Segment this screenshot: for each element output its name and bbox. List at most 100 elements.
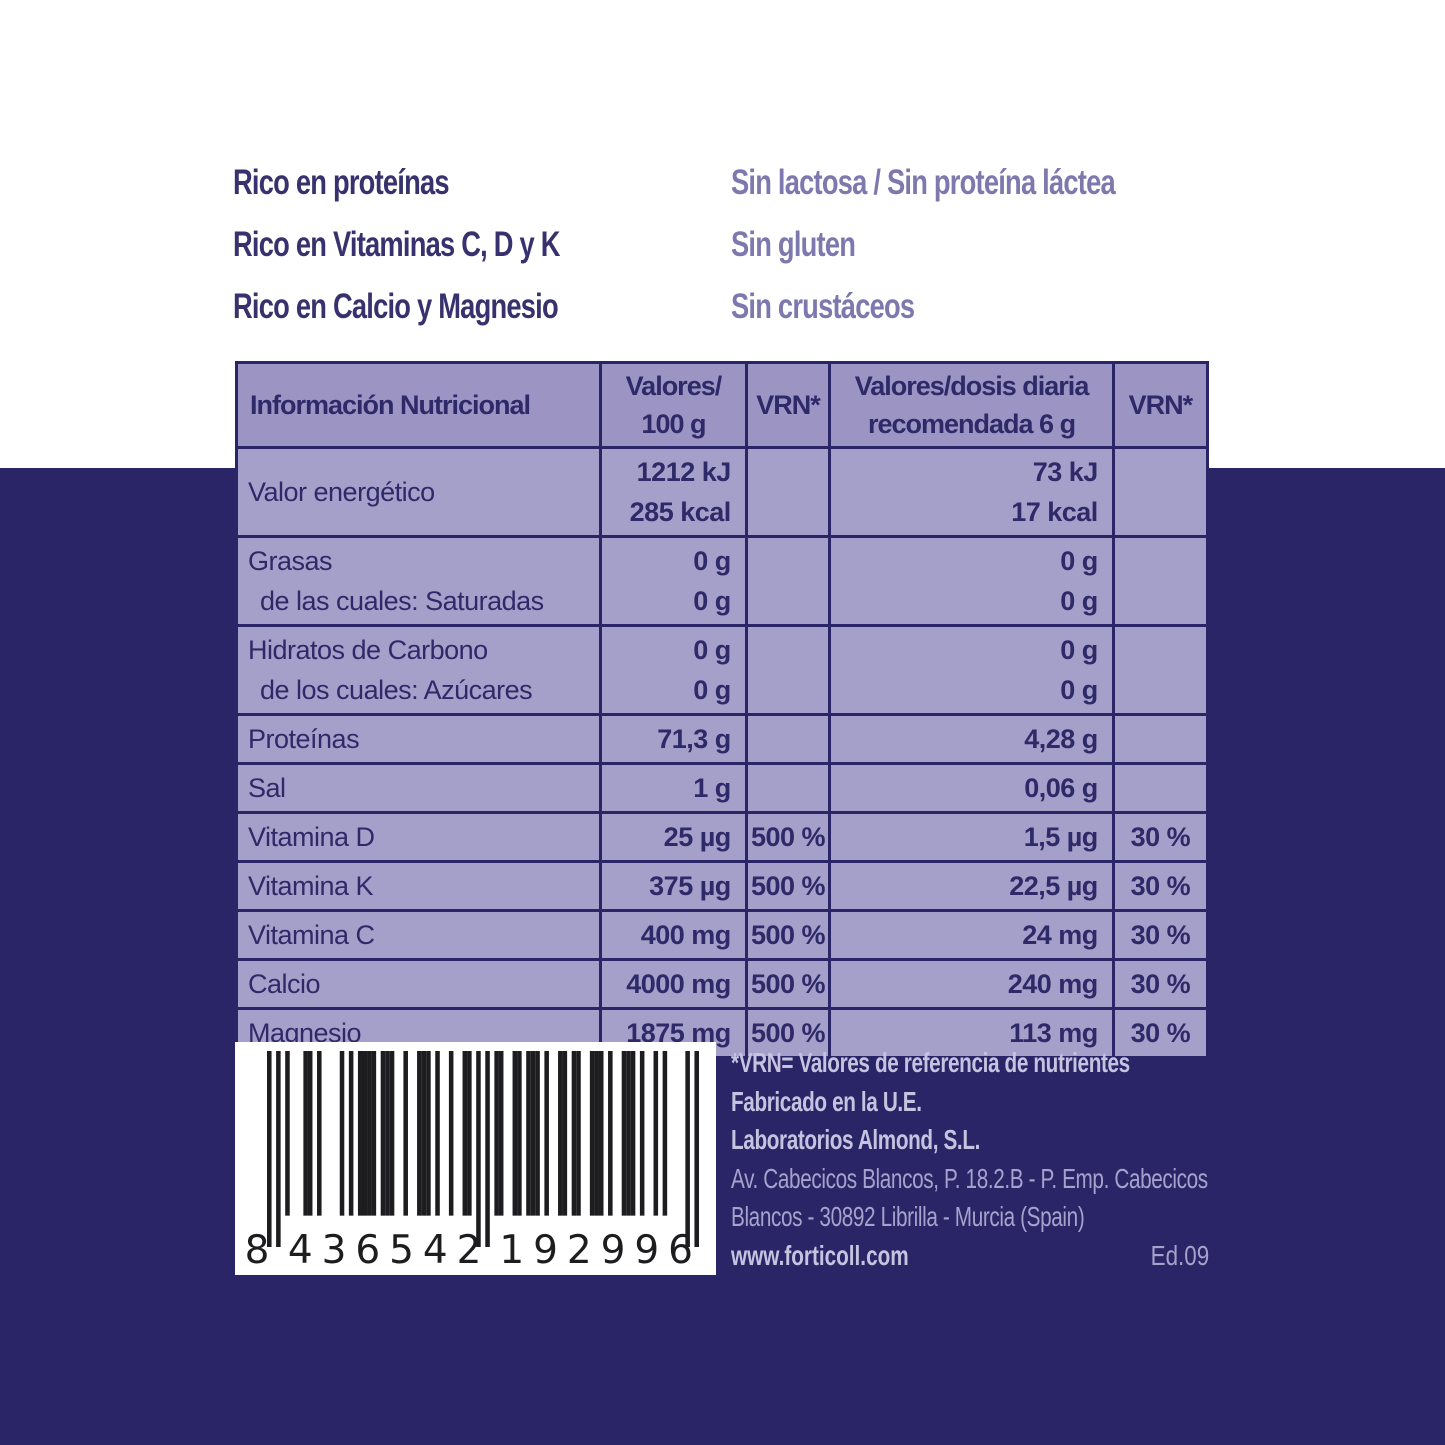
vrn-cell: 30 % <box>1111 811 1210 863</box>
value-cell: 22,5 µg <box>828 860 1115 912</box>
barcode-digit: 9 <box>634 1228 660 1273</box>
cell-line: Calcio <box>248 969 321 999</box>
header-cell-line: Información Nutricional <box>250 390 531 420</box>
vrn-footnote: *VRN= Valores de referencia de nutriente… <box>731 1047 1130 1078</box>
value-cell: 400 mg <box>599 909 748 961</box>
header-cell-line: recomendada 6 g <box>867 409 1076 439</box>
website-url: www.forticoll.com <box>731 1239 909 1271</box>
value-cell: 24 mg <box>828 909 1115 961</box>
value-cell: 1 g <box>599 762 748 814</box>
barcode-digit: 6 <box>355 1228 381 1273</box>
cell-line: 0 g <box>1060 546 1098 576</box>
cell-line: 0 g <box>693 635 731 665</box>
nutrition-table-body: Valor energético 1212 kJ 285 kcal 73 kJ 17 k… <box>234 446 1210 1059</box>
value-cell: 71,3 g <box>599 713 748 765</box>
cell-line: Vitamina D <box>248 822 375 852</box>
header-cell-line: VRN* <box>756 390 821 420</box>
claim-rico-vitaminas: Rico en Vitaminas C, D y K <box>233 225 560 264</box>
value-cell: 4,28 g <box>828 713 1115 765</box>
label-cell: Vitamina D <box>234 811 603 863</box>
label-cell: Proteínas <box>234 713 603 765</box>
header-cell-line: VRN* <box>1128 390 1194 420</box>
barcode-digit: 9 <box>600 1228 626 1273</box>
vrn-cell <box>1111 446 1210 538</box>
address-line-2: Blancos - 30892 Librilla - Murcia (Spain… <box>731 1201 1085 1232</box>
vrn-cell: 500 % <box>744 909 832 961</box>
cell-line: Valor energético <box>248 477 435 507</box>
vrn-cell: 500 % <box>744 811 832 863</box>
barcode-digit: 4 <box>287 1228 313 1273</box>
cell-line: 1 g <box>693 773 731 803</box>
claim-sin-crustaceos: Sin crustáceos <box>731 287 915 326</box>
value-cell: 240 mg <box>828 958 1115 1010</box>
header-cell: VRN* <box>744 361 832 449</box>
header-cell-line: Valores/dosis diaria <box>854 371 1090 401</box>
label-cell: Grasas de las cuales: Saturadas <box>234 535 603 627</box>
cell-line: 4,28 g <box>1024 724 1098 754</box>
cell-line: 0 g <box>1060 586 1098 616</box>
vrn-cell: 30 % <box>1111 1007 1210 1059</box>
table-row: Sal 1 g 0,06 g <box>234 762 1210 814</box>
value-cell: 25 µg <box>599 811 748 863</box>
value-cell: 1,5 µg <box>828 811 1115 863</box>
vrn-cell <box>1111 624 1210 716</box>
claim-sin-gluten: Sin gluten <box>731 225 856 264</box>
cell-line: Proteínas <box>248 724 360 754</box>
table-row: Hidratos de Carbono de los cuales: Azúcar… <box>234 624 1210 716</box>
website-edition-row: www.forticoll.com Ed.09 <box>731 1237 1209 1276</box>
cell-line: 24 mg <box>1022 920 1098 950</box>
vrn-cell: 30 % <box>1111 860 1210 912</box>
manufacturer-info-block: *VRN= Valores de referencia de nutriente… <box>731 1044 1209 1275</box>
cell-line: 0 g <box>693 586 731 616</box>
barcode-digit: 6 <box>668 1228 693 1273</box>
barcode-digit: 2 <box>566 1228 592 1273</box>
cell-line: 0,06 g <box>1024 773 1098 803</box>
barcode-digit-group: 8 <box>244 1228 270 1273</box>
value-cell: 375 µg <box>599 860 748 912</box>
vrn-cell <box>1111 762 1210 814</box>
vrn-cell <box>1111 535 1210 627</box>
label-cell: Sal <box>234 762 603 814</box>
vrn-cell <box>744 624 832 716</box>
cell-line: Sal <box>248 773 286 803</box>
edition-label: Ed.09 <box>1150 1239 1209 1271</box>
header-cell: VRN* <box>1111 361 1210 449</box>
cell-line: 1212 kJ <box>636 457 732 487</box>
vrn-cell <box>1111 713 1210 765</box>
label-cell: Calcio <box>234 958 603 1010</box>
vrn-cell: 30 % <box>1111 909 1210 961</box>
table-row: Vitamina D 25 µg 500 % 1,5 µg 30 % <box>234 811 1210 863</box>
cell-line: 1,5 µg <box>1023 822 1099 852</box>
ean13-barcode-icon <box>267 1051 699 1247</box>
cell-line: de los cuales: Azúcares <box>260 675 533 705</box>
claims-rico-column: Rico en proteínas Rico en Vitaminas C, D… <box>233 152 652 338</box>
vrn-cell: 500 % <box>744 958 832 1010</box>
cell-line: 0 g <box>1060 675 1098 705</box>
company-name: Laboratorios Almond, S.L. <box>731 1124 980 1155</box>
cell-line: de las cuales: Saturadas <box>260 586 544 616</box>
value-cell: 73 kJ 17 kcal <box>828 446 1115 538</box>
barcode-digit: 4 <box>422 1228 448 1273</box>
address-line-1: Av. Cabecicos Blancos, P. 18.2.B - P. Em… <box>731 1162 1208 1194</box>
claim-rico-proteinas: Rico en proteínas <box>233 163 450 202</box>
cell-line: Grasas <box>248 546 333 576</box>
cell-line: 22,5 µg <box>1009 871 1098 901</box>
table-row: Vitamina K 375 µg 500 % 22,5 µg 30 % <box>234 860 1210 912</box>
cell-line: 240 mg <box>1007 969 1099 999</box>
cell-line: 0 g <box>693 675 731 705</box>
cell-line: Vitamina C <box>248 920 375 950</box>
label-cell: Vitamina K <box>234 860 603 912</box>
header-cell: Valores/dosis diaria recomendada 6 g <box>828 361 1115 449</box>
value-cell: 0,06 g <box>828 762 1115 814</box>
header-cell: Valores/100 g <box>599 361 748 449</box>
cell-line: 285 kcal <box>629 497 732 527</box>
table-header-row: Información Nutricional Valores/100 g VRN*… <box>234 361 1210 449</box>
